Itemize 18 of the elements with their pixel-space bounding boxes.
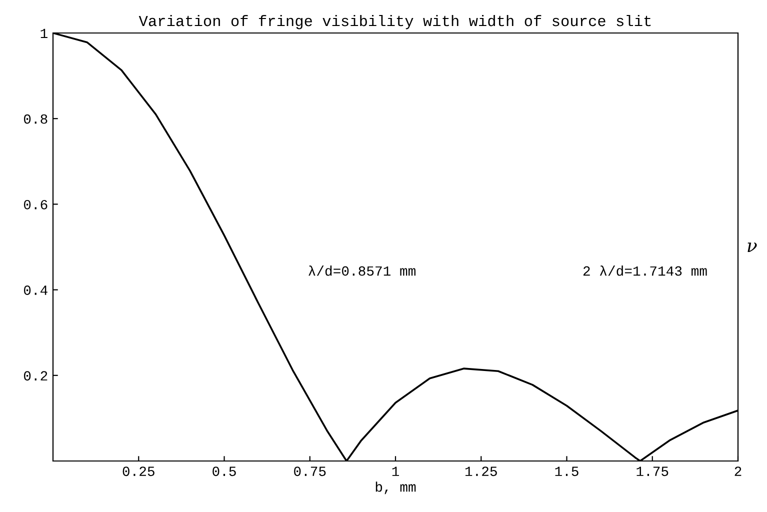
annotation: λ/d=0.8571 mm bbox=[308, 266, 416, 276]
x-tick-label: 0.25 bbox=[122, 466, 154, 476]
x-tick-label: 2 bbox=[734, 466, 742, 476]
y-tick-label: 1 bbox=[40, 28, 48, 38]
y-tick-label: 0.8 bbox=[24, 114, 48, 124]
y-tick-label: 0.2 bbox=[24, 371, 48, 381]
x-tick-label: 1.5 bbox=[555, 466, 578, 476]
x-tick-label: 0.5 bbox=[212, 466, 236, 476]
y-tick-label: 0.4 bbox=[24, 286, 48, 295]
x-axis-title: b, mm bbox=[376, 482, 416, 494]
x-tick-label: 1.25 bbox=[465, 466, 497, 476]
y-tick-label: 0.6 bbox=[24, 200, 48, 210]
x-tick-label: 0.75 bbox=[294, 466, 326, 476]
chart-title: Variation of fringe visibility with width of source slit bbox=[138, 14, 651, 30]
x-tick-label: 1.75 bbox=[636, 466, 668, 476]
x-tick-label: 1 bbox=[392, 466, 399, 476]
y-axis-title: ν bbox=[748, 242, 757, 252]
annotation: 2 λ/d=1.7143 mm bbox=[583, 266, 707, 276]
